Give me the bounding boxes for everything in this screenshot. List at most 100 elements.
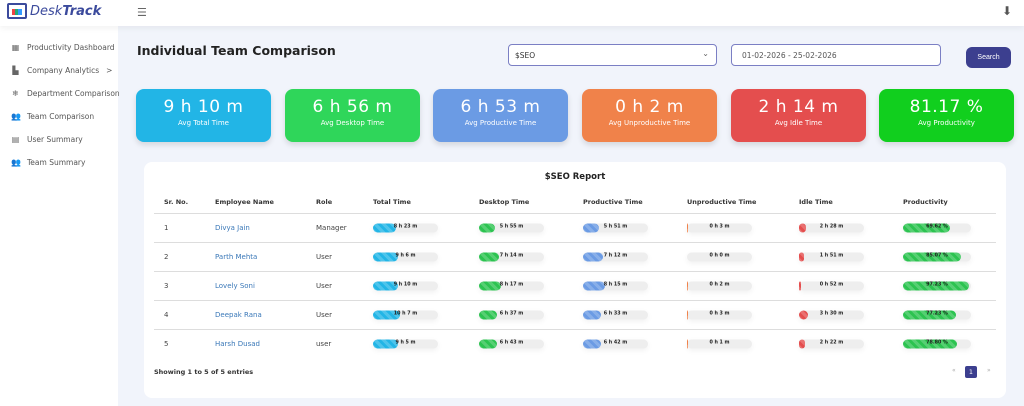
- sidebar-item-team-comparison[interactable]: 👥 Team Comparison: [11, 112, 94, 121]
- total-value: 9 h 10 m: [393, 282, 418, 288]
- productive-bar: 6 h 33 m: [583, 310, 648, 320]
- productivity-bar-fill: [903, 281, 970, 291]
- sidebar-item-department-comparison[interactable]: ❄ Department Comparison: [11, 89, 120, 98]
- sr-no: 2: [164, 253, 169, 261]
- column-header[interactable]: Total Time: [373, 198, 411, 206]
- unproductive-value: 0 h 3 m: [709, 311, 730, 317]
- sr-no: 5: [164, 340, 169, 348]
- total-bar: 9 h 5 m: [373, 339, 438, 349]
- summary-card-avg-desktop-time: 6 h 56 m Avg Desktop Time: [285, 89, 420, 142]
- employee-name-link[interactable]: Parth Mehta: [215, 253, 258, 261]
- sidebar-item-team-summary[interactable]: 👥 Team Summary: [11, 158, 85, 167]
- idle-bar: 2 h 28 m: [799, 223, 864, 233]
- productivity-bar: 77.23 %: [903, 310, 971, 320]
- column-header[interactable]: Productive Time: [583, 198, 643, 206]
- pagination-next[interactable]: »: [987, 367, 991, 374]
- employee-name-link[interactable]: Divya Jain: [215, 224, 250, 232]
- sidebar-item-user-summary[interactable]: ▤ User Summary: [11, 135, 83, 144]
- idle-bar-fill: [799, 339, 806, 349]
- grid-icon: ▦: [11, 43, 20, 52]
- employee-name-link[interactable]: Lovely Soni: [215, 282, 255, 290]
- sidebar-item-productivity-dashboard[interactable]: ▦ Productivity Dashboard: [11, 43, 115, 52]
- productivity-bar: 97.23 %: [903, 281, 971, 291]
- summary-value: 2 h 14 m: [758, 97, 839, 117]
- idle-bar: 2 h 22 m: [799, 339, 864, 349]
- total-value: 8 h 23 m: [393, 224, 418, 230]
- employee-name-link[interactable]: Deepak Rana: [215, 311, 262, 319]
- desktop-bar-fill: [479, 252, 499, 262]
- desktop-bar-fill: [479, 310, 497, 320]
- sidebar-item-label: Productivity Dashboard: [27, 43, 115, 52]
- employee-name-link[interactable]: Harsh Dusad: [215, 340, 260, 348]
- team-select-value: $SEO: [515, 51, 536, 60]
- sr-no: 4: [164, 311, 169, 319]
- summary-card-avg-productive-time: 6 h 53 m Avg Productive Time: [433, 89, 568, 142]
- report-card: $SEO Report Showing 1 to 5 of 5 entries …: [144, 162, 1006, 398]
- team-select[interactable]: $SEO ⌄: [508, 44, 717, 66]
- column-header[interactable]: Role: [316, 198, 333, 206]
- column-header[interactable]: Productivity: [903, 198, 948, 206]
- total-value: 10 h 7 m: [393, 311, 418, 317]
- productivity-bar: 69.62 %: [903, 223, 971, 233]
- idle-value: 3 h 30 m: [819, 311, 844, 317]
- desktop-bar: 7 h 14 m: [479, 252, 544, 262]
- users-icon: 👥: [11, 158, 21, 167]
- summary-value: 9 h 10 m: [163, 97, 244, 117]
- summary-label: Avg Productive Time: [464, 119, 537, 127]
- productivity-value: 77.23 %: [926, 311, 948, 317]
- sidebar-item-label: User Summary: [27, 135, 83, 144]
- summary-value: 81.17 %: [909, 97, 984, 117]
- total-bar: 9 h 10 m: [373, 281, 438, 291]
- productivity-bar: 78.80 %: [903, 339, 971, 349]
- top-header: DeskTrack ☰ ⬇: [0, 0, 1024, 26]
- pagination-prev[interactable]: «: [952, 367, 956, 374]
- idle-bar-fill: [799, 281, 802, 291]
- productive-value: 6 h 42 m: [603, 340, 628, 346]
- idle-value: 1 h 51 m: [819, 253, 844, 259]
- unproductive-bar: 0 h 3 m: [687, 223, 752, 233]
- productivity-value: 69.62 %: [926, 224, 948, 230]
- summary-card-avg-productivity: 81.17 % Avg Productivity: [879, 89, 1014, 142]
- menu-toggle-icon[interactable]: ☰: [137, 6, 147, 19]
- productive-value: 8 h 15 m: [603, 282, 628, 288]
- role: Manager: [316, 224, 347, 232]
- column-header[interactable]: Employee Name: [215, 198, 274, 206]
- idle-bar-fill: [799, 252, 804, 262]
- idle-bar-fill: [799, 310, 809, 320]
- idle-bar: 1 h 51 m: [799, 252, 864, 262]
- productive-value: 7 h 12 m: [603, 253, 628, 259]
- column-header[interactable]: Sr. No.: [164, 198, 189, 206]
- row-divider: [154, 329, 996, 330]
- productive-value: 6 h 33 m: [603, 311, 628, 317]
- unproductive-bar: 0 h 2 m: [687, 281, 752, 291]
- productive-bar: 7 h 12 m: [583, 252, 648, 262]
- desktop-bar: 6 h 37 m: [479, 310, 544, 320]
- desktop-value: 6 h 43 m: [499, 340, 524, 346]
- productivity-bar-fill: [903, 310, 956, 320]
- download-icon[interactable]: ⬇: [1001, 4, 1012, 18]
- summary-label: Avg Desktop Time: [320, 119, 385, 127]
- desktop-value: 8 h 17 m: [499, 282, 524, 288]
- total-bar-fill: [373, 223, 396, 233]
- summary-label: Avg Productivity: [918, 119, 975, 127]
- page-title: Individual Team Comparison: [137, 43, 336, 58]
- column-header[interactable]: Desktop Time: [479, 198, 530, 206]
- logo[interactable]: DeskTrack: [7, 3, 101, 19]
- total-value: 9 h 6 m: [395, 253, 416, 259]
- productive-bar: 8 h 15 m: [583, 281, 648, 291]
- total-bar-fill: [373, 310, 401, 320]
- chevron-right-icon: >: [106, 66, 113, 75]
- desktop-value: 5 h 55 m: [499, 224, 524, 230]
- date-range-input[interactable]: 01-02-2026 - 25-02-2026: [731, 44, 941, 66]
- unproductive-bar-fill: [687, 223, 689, 233]
- summary-value: 0 h 2 m: [615, 97, 684, 117]
- column-header[interactable]: Unproductive Time: [687, 198, 757, 206]
- productive-bar-fill: [583, 310, 601, 320]
- column-header[interactable]: Idle Time: [799, 198, 833, 206]
- sidebar-item-company-analytics[interactable]: ▙ Company Analytics >: [11, 66, 112, 75]
- summary-value: 6 h 53 m: [460, 97, 541, 117]
- pagination-page-1[interactable]: 1: [965, 366, 977, 378]
- row-divider: [154, 242, 996, 243]
- productivity-bar-fill: [903, 339, 957, 349]
- search-button[interactable]: Search: [966, 47, 1011, 68]
